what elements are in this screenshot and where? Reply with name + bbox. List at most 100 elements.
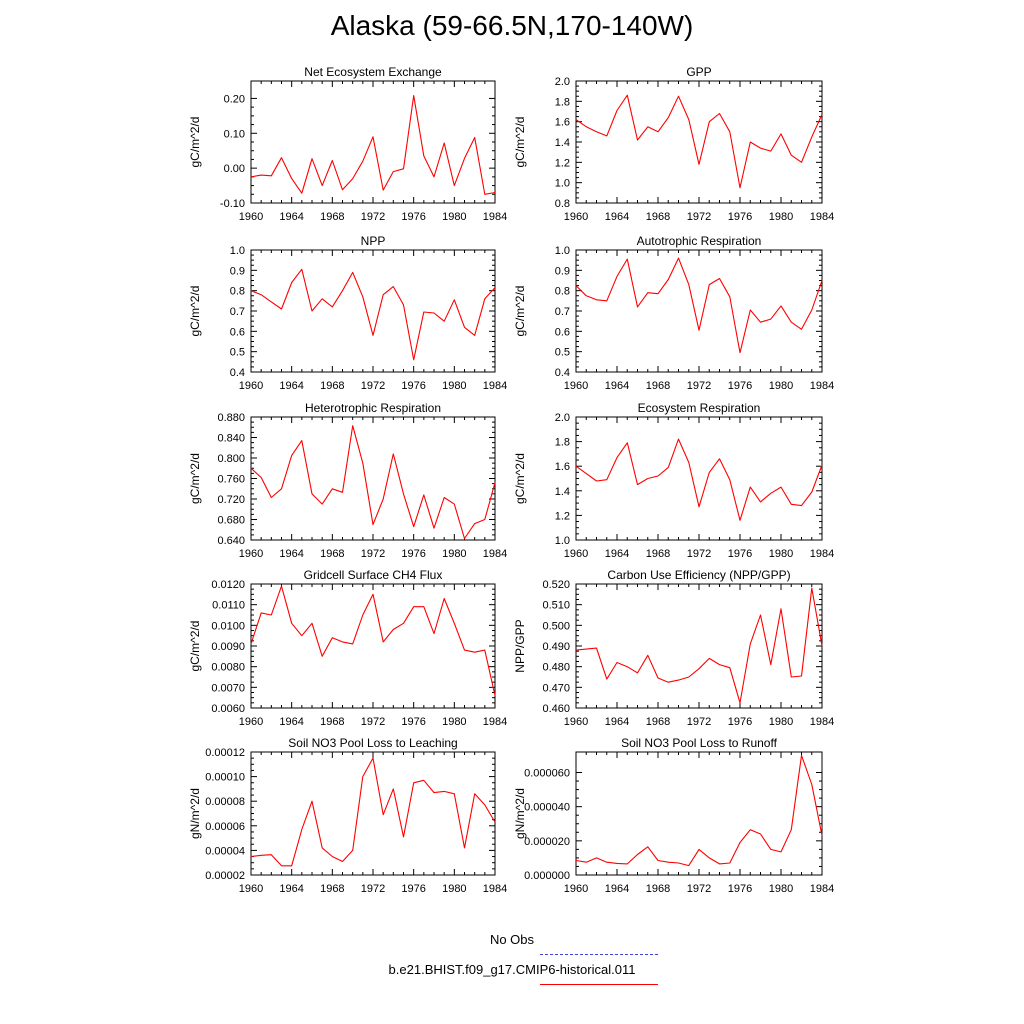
y-tick-label: 0.760 bbox=[217, 474, 245, 486]
chart-panel-3: NPP gC/m^2/d 1960 1964 1968 1972 1976 1980 1984 0… bbox=[188, 234, 507, 392]
x-tick-label: 1968 bbox=[320, 548, 344, 560]
x-tick-label: 1976 bbox=[401, 716, 425, 728]
chart-panel-2: GPP gC/m^2/d 1960 1964 1968 1972 1976 1980 1984 0… bbox=[513, 65, 834, 223]
x-tick-label: 1980 bbox=[769, 380, 793, 392]
y-tick-label: 0.0080 bbox=[211, 662, 245, 674]
x-tick-label: 1984 bbox=[810, 211, 834, 223]
y-tick-label: 0.00010 bbox=[205, 772, 245, 784]
chart-panel-9: Soil NO3 Pool Loss to Leaching gN/m^2/d 19… bbox=[188, 736, 507, 895]
y-tick-label: 0.000020 bbox=[524, 836, 570, 848]
x-tick-label: 1972 bbox=[687, 211, 711, 223]
y-tick-label: 0.00 bbox=[224, 163, 245, 175]
y-tick-label: 1.0 bbox=[230, 245, 245, 257]
x-tick-label: 1980 bbox=[442, 211, 466, 223]
series-line bbox=[575, 754, 823, 867]
x-tick-label: 1984 bbox=[810, 883, 834, 895]
x-tick-label: 1980 bbox=[442, 548, 466, 560]
chart-panel-8: Carbon Use Efficiency (NPP/GPP) NPP/GPP 19… bbox=[513, 568, 834, 728]
x-tick-label: 1968 bbox=[320, 380, 344, 392]
y-tick-label: 0.500 bbox=[542, 620, 570, 632]
chart-title: Heterotrophic Respiration bbox=[305, 401, 441, 415]
y-tick-label: 0.480 bbox=[542, 662, 570, 674]
plot-frame bbox=[575, 751, 823, 876]
y-tick-label: 0.5 bbox=[555, 347, 570, 359]
x-tick-label: 1976 bbox=[728, 211, 752, 223]
x-tick-label: 1976 bbox=[728, 380, 752, 392]
x-tick-label: 1980 bbox=[769, 211, 793, 223]
y-tick-label: 0.0110 bbox=[212, 600, 245, 612]
y-tick-label: 0.0120 bbox=[211, 579, 245, 591]
y-tick-label: 0.680 bbox=[217, 515, 245, 527]
series-line bbox=[250, 585, 496, 696]
x-tick-label: 1976 bbox=[401, 380, 425, 392]
x-tick-label: 1960 bbox=[239, 883, 263, 895]
y-tick-label: 0.00002 bbox=[205, 870, 245, 882]
x-tick-label: 1972 bbox=[361, 211, 385, 223]
series-line bbox=[575, 94, 823, 189]
y-tick-label: 0.840 bbox=[217, 433, 245, 445]
chart-title: Gridcell Surface CH4 Flux bbox=[304, 568, 443, 582]
x-tick-label: 1976 bbox=[728, 716, 752, 728]
chart-title: Carbon Use Efficiency (NPP/GPP) bbox=[607, 568, 790, 582]
y-tick-label: 0.8 bbox=[555, 286, 570, 298]
x-tick-label: 1964 bbox=[605, 380, 629, 392]
y-tick-label: 1.6 bbox=[555, 117, 570, 129]
y-tick-label: 0.9 bbox=[555, 265, 570, 277]
x-tick-label: 1960 bbox=[564, 548, 588, 560]
y-tick-label: 0.470 bbox=[542, 682, 570, 694]
x-tick-label: 1972 bbox=[687, 380, 711, 392]
x-tick-label: 1972 bbox=[361, 380, 385, 392]
y-tick-label: 0.4 bbox=[230, 367, 245, 379]
x-tick-label: 1972 bbox=[687, 548, 711, 560]
x-tick-label: 1968 bbox=[646, 548, 670, 560]
x-tick-label: 1976 bbox=[728, 883, 752, 895]
series-line bbox=[575, 587, 823, 704]
legend-model-label: b.e21.BHIST.f09_g17.CMIP6-historical.011 bbox=[388, 962, 636, 977]
x-tick-label: 1984 bbox=[810, 548, 834, 560]
y-axis-label: gC/m^2/d bbox=[188, 621, 202, 672]
y-tick-label: 0.9 bbox=[230, 265, 245, 277]
x-tick-label: 1968 bbox=[646, 380, 670, 392]
y-tick-label: 1.8 bbox=[555, 96, 570, 108]
y-tick-label: 0.460 bbox=[542, 703, 570, 715]
y-tick-label: 0.000040 bbox=[524, 802, 570, 814]
y-axis-label: gC/m^2/d bbox=[188, 286, 202, 337]
x-tick-label: 1964 bbox=[279, 211, 303, 223]
y-tick-label: 0.00008 bbox=[205, 796, 245, 808]
y-tick-label: 0.20 bbox=[224, 93, 245, 105]
plot-frame bbox=[250, 583, 496, 709]
x-tick-label: 1960 bbox=[239, 548, 263, 560]
x-tick-label: 1984 bbox=[483, 211, 507, 223]
x-tick-label: 1968 bbox=[320, 883, 344, 895]
y-tick-label: 0.6 bbox=[555, 326, 570, 338]
y-axis-label: gC/m^2/d bbox=[513, 286, 527, 337]
x-tick-label: 1980 bbox=[442, 380, 466, 392]
y-tick-label: 1.2 bbox=[555, 157, 570, 169]
x-tick-label: 1984 bbox=[483, 716, 507, 728]
x-tick-label: 1960 bbox=[564, 716, 588, 728]
x-tick-label: 1972 bbox=[687, 883, 711, 895]
y-tick-label: 0.520 bbox=[542, 579, 570, 591]
y-tick-label: 0.000060 bbox=[524, 768, 570, 780]
y-tick-label: 1.4 bbox=[555, 486, 570, 498]
y-tick-label: 1.6 bbox=[555, 461, 570, 473]
x-tick-label: 1964 bbox=[605, 883, 629, 895]
y-axis-label: gC/m^2/d bbox=[513, 453, 527, 504]
x-tick-label: 1972 bbox=[687, 716, 711, 728]
x-tick-label: 1968 bbox=[646, 211, 670, 223]
x-tick-label: 1964 bbox=[279, 548, 303, 560]
y-tick-label: 0.000000 bbox=[524, 870, 570, 882]
x-tick-label: 1976 bbox=[728, 548, 752, 560]
y-tick-label: -0.10 bbox=[220, 198, 245, 210]
x-tick-label: 1972 bbox=[361, 716, 385, 728]
legend-obs-line bbox=[540, 954, 658, 955]
x-tick-label: 1980 bbox=[769, 716, 793, 728]
y-tick-label: 2.0 bbox=[555, 76, 570, 88]
y-tick-label: 0.8 bbox=[555, 198, 570, 210]
y-tick-label: 0.7 bbox=[230, 306, 245, 318]
y-tick-label: 0.4 bbox=[555, 367, 570, 379]
x-tick-label: 1984 bbox=[483, 548, 507, 560]
chart-title: Ecosystem Respiration bbox=[638, 401, 761, 415]
x-tick-label: 1976 bbox=[401, 548, 425, 560]
